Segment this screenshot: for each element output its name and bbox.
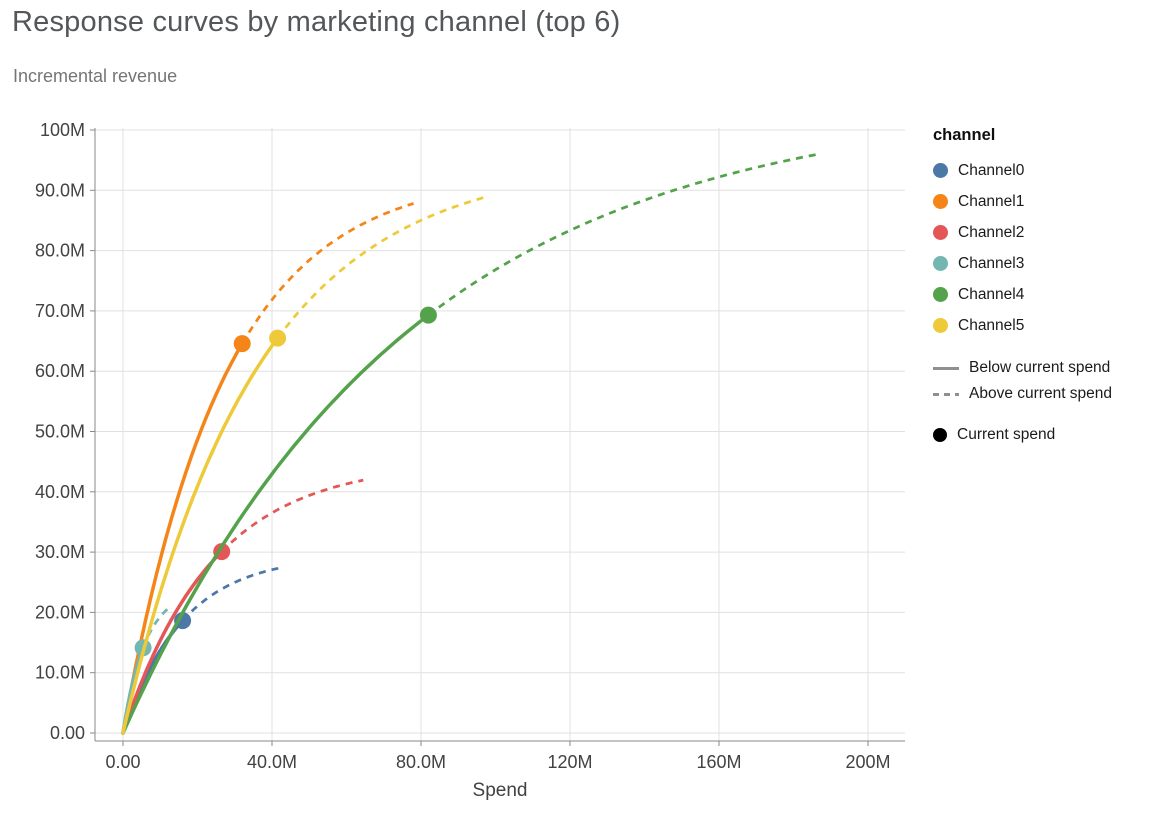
curve-channel1-above-current	[241, 202, 415, 345]
y-tick-label: 20.0M	[35, 602, 85, 622]
legend-item-channel5: Channel5	[933, 310, 1112, 341]
legend-label: Below current spend	[969, 359, 1111, 376]
legend-swatch-channel5	[933, 318, 948, 333]
curve-channel2-below-current	[121, 549, 224, 735]
legend-item-solid-line: Below current spend	[933, 355, 1112, 381]
current-spend-marker-channel5	[269, 329, 287, 347]
y-tick-label: 70.0M	[35, 301, 85, 321]
legend-item-channel0: Channel0	[933, 155, 1112, 186]
y-tick-label: 60.0M	[35, 361, 85, 381]
current-spend-marker-channel1	[233, 335, 251, 353]
y-tick-label: 80.0M	[35, 241, 85, 261]
legend-item-current-spend: Current spend	[933, 419, 1112, 450]
x-tick-label: 0.00	[105, 752, 140, 772]
curve-channel4-below-current	[121, 313, 431, 735]
dashed-line-sample	[933, 392, 959, 396]
legend-channel-list: Channel0 Channel1 Channel2 Channel3 Channel4…	[933, 155, 1112, 341]
legend-swatch-channel2	[933, 225, 948, 240]
y-tick-label: 10.0M	[35, 663, 85, 683]
legend-swatch-channel0	[933, 163, 948, 178]
legend-current-spend-row: Current spend	[933, 419, 1112, 450]
x-tick-label: 200M	[845, 752, 890, 772]
x-tick-label: 80.0M	[396, 752, 446, 772]
curve-channel5-above-current	[276, 195, 489, 339]
curve-channel1-below-current	[121, 341, 244, 735]
legend-item-channel2: Channel2	[933, 217, 1112, 248]
x-tick-label: 120M	[547, 752, 592, 772]
y-tick-label: 40.0M	[35, 482, 85, 502]
current-spend-marker-channel4	[419, 306, 437, 324]
legend-label: Channel1	[958, 192, 1025, 210]
x-tick-label: 40.0M	[247, 752, 297, 772]
legend-label: Channel3	[958, 254, 1025, 272]
y-tick-label: 0.00	[50, 723, 85, 743]
curve-channel4-above-current	[427, 152, 820, 317]
legend-item-channel4: Channel4	[933, 279, 1112, 310]
legend-label: Channel5	[958, 316, 1025, 334]
y-tick-label: 90.0M	[35, 180, 85, 200]
legend-label: Channel2	[958, 223, 1025, 241]
legend-label: Above current spend	[969, 385, 1113, 402]
curve-channel3-above-current	[141, 604, 173, 649]
legend-title: channel	[933, 126, 996, 144]
x-tick-label: 160M	[696, 752, 741, 772]
y-tick-label: 100M	[40, 120, 85, 140]
curve-channel0-above-current	[181, 566, 282, 622]
legend-item-channel3: Channel3	[933, 248, 1112, 279]
y-tick-label: 30.0M	[35, 542, 85, 562]
legend-swatch-channel3	[933, 256, 948, 271]
y-axis-title: Incremental revenue	[13, 66, 178, 86]
legend-label: Channel0	[958, 161, 1025, 179]
legend-label: Current spend	[957, 425, 1056, 443]
legend: channel Channel0 Channel1 Channel2 Channel3…	[933, 126, 1112, 450]
chart-title: Response curves by marketing channel (to…	[12, 6, 621, 38]
curve-channel2-above-current	[220, 478, 364, 553]
legend-swatch-channel4	[933, 287, 948, 302]
x-axis-title: Spend	[473, 780, 528, 801]
legend-swatch-channel1	[933, 194, 948, 209]
legend-label: Channel4	[958, 285, 1025, 303]
solid-line-sample	[933, 366, 959, 370]
curve-channel5-below-current	[121, 336, 280, 735]
y-tick-label: 50.0M	[35, 422, 85, 442]
legend-line-style-list: Below current spend Above current spend	[933, 355, 1112, 407]
current-spend-marker-sample	[933, 427, 947, 442]
legend-item-channel1: Channel1	[933, 186, 1112, 217]
current-spend-marker-channel0	[174, 612, 192, 630]
legend-item-dashed-line: Above current spend	[933, 381, 1112, 407]
